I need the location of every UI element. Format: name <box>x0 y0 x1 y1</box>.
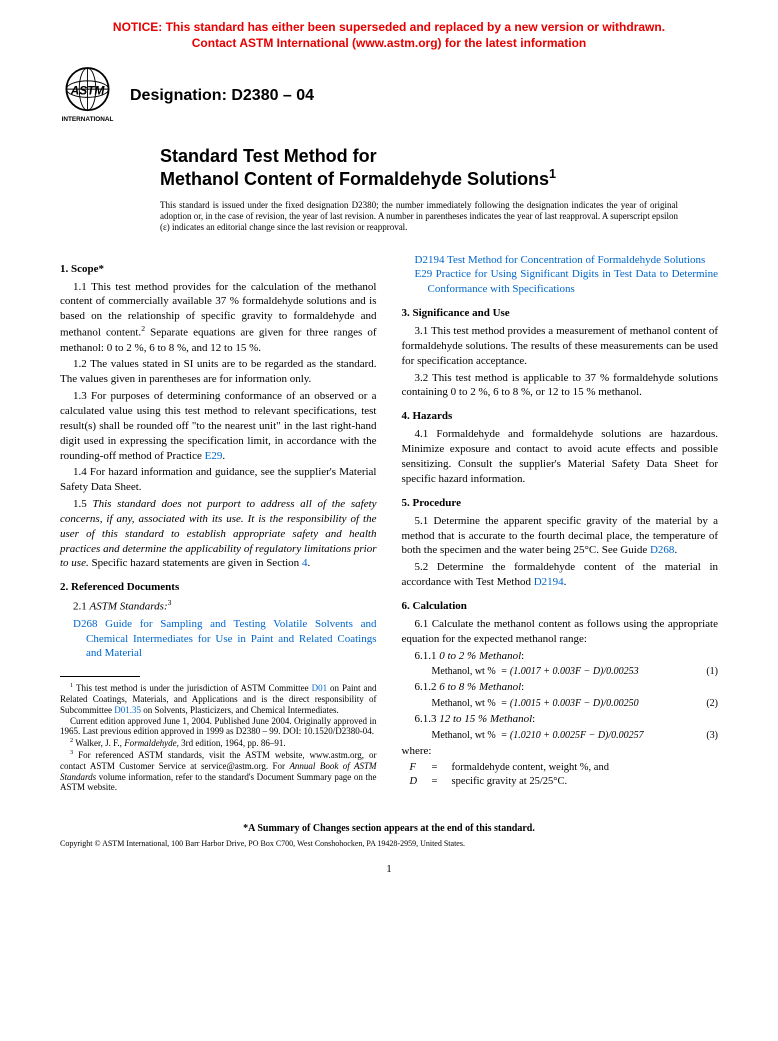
para-6-1: 6.1 Calculate the methanol content as fo… <box>402 617 719 647</box>
designation-label: Designation: D2380 – 04 <box>130 87 314 105</box>
astm-logo: ASTM INTERNATIONAL <box>60 66 115 126</box>
link-d01[interactable]: D01 <box>312 683 328 693</box>
two-column-body: 1. Scope* 1.1 This test method provides … <box>60 253 718 794</box>
link-e29[interactable]: E29 <box>205 450 223 462</box>
para-6-1-1: 6.1.1 0 to 2 % Methanol: <box>415 649 719 664</box>
section-1-head: 1. Scope* <box>60 263 377 275</box>
section-4-head: 4. Hazards <box>402 410 719 422</box>
where-D: D = specific gravity at 25/25°C. <box>410 775 719 789</box>
link-d268[interactable]: D268 <box>650 544 674 556</box>
title-block: Standard Test Method for Methanol Conten… <box>160 146 718 190</box>
svg-text:INTERNATIONAL: INTERNATIONAL <box>62 116 114 123</box>
left-column: 1. Scope* 1.1 This test method provides … <box>60 253 377 794</box>
designation-row: Designation: D2380 – 04 <box>130 87 314 105</box>
where-label: where: <box>402 744 719 759</box>
eq-num-2: (2) <box>706 698 718 709</box>
issuance-note: This standard is issued under the fixed … <box>160 200 718 232</box>
para-5-2: 5.2 Determine the formaldehyde content o… <box>402 560 719 590</box>
notice-line2: Contact ASTM International (www.astm.org… <box>192 36 586 50</box>
summary-of-changes-note: *A Summary of Changes section appears at… <box>60 823 718 834</box>
section-3-head: 3. Significance and Use <box>402 307 719 319</box>
equation-1: Methanol, wt % = (1.0017 + 0.003F − D)/0… <box>432 666 719 677</box>
title-line1: Standard Test Method for <box>160 146 718 167</box>
para-1-4: 1.4 For hazard information and guidance,… <box>60 465 377 495</box>
para-6-1-2: 6.1.2 6 to 8 % Methanol: <box>415 680 719 695</box>
title-sup: 1 <box>549 167 556 181</box>
ref-d268[interactable]: D268 Guide for Sampling and Testing Vola… <box>73 617 377 662</box>
para-1-1: 1.1 This test method provides for the ca… <box>60 280 377 356</box>
right-column: D2194 Test Method for Concentration of F… <box>402 253 719 794</box>
para-1-3: 1.3 For purposes of determining conforma… <box>60 389 377 463</box>
header-row: ASTM INTERNATIONAL Designation: D2380 – … <box>60 66 718 126</box>
footnote-3: 3 For referenced ASTM standards, visit t… <box>60 749 377 793</box>
equation-3: Methanol, wt % = (1.0210 + 0.0025F − D)/… <box>432 730 719 741</box>
para-2-1: 2.1 ASTM Standards:3 <box>60 598 377 615</box>
title-line2: Methanol Content of Formaldehyde Solutio… <box>160 167 718 190</box>
copyright-line: Copyright © ASTM International, 100 Barr… <box>60 839 718 848</box>
section-6-head: 6. Calculation <box>402 600 719 612</box>
para-3-2: 3.2 This test method is applicable to 37… <box>402 371 719 401</box>
eq-num-1: (1) <box>706 666 718 677</box>
document-page: NOTICE: This standard has either been su… <box>0 0 778 895</box>
footnote-separator <box>60 676 140 677</box>
svg-text:ASTM: ASTM <box>70 84 106 98</box>
footnote-1b: Current edition approved June 1, 2004. P… <box>60 716 377 738</box>
footnote-1: 1 This test method is under the jurisdic… <box>60 682 377 715</box>
equation-2: Methanol, wt % = (1.0015 + 0.003F − D)/0… <box>432 698 719 709</box>
ref-e29[interactable]: E29 Practice for Using Significant Digit… <box>415 267 719 297</box>
where-F: F = formaldehyde content, weight %, and <box>410 761 719 775</box>
page-number: 1 <box>60 863 718 875</box>
para-6-1-3: 6.1.3 12 to 15 % Methanol: <box>415 712 719 727</box>
section-2-head: 2. Referenced Documents <box>60 581 377 593</box>
link-d2194[interactable]: D2194 <box>534 576 564 588</box>
ref-d2194[interactable]: D2194 Test Method for Concentration of F… <box>415 253 719 268</box>
para-1-5: 1.5 This standard does not purport to ad… <box>60 497 377 571</box>
footnote-2: 2 Walker, J. F., Formaldehyde, 3rd editi… <box>60 737 377 749</box>
para-1-2: 1.2 The values stated in SI units are to… <box>60 357 377 387</box>
notice-line1: NOTICE: This standard has either been su… <box>113 20 665 34</box>
section-5-head: 5. Procedure <box>402 497 719 509</box>
para-3-1: 3.1 This test method provides a measurem… <box>402 324 719 369</box>
eq-num-3: (3) <box>706 730 718 741</box>
notice-banner: NOTICE: This standard has either been su… <box>60 20 718 51</box>
para-4-1: 4.1 Formaldehyde and formaldehyde soluti… <box>402 427 719 486</box>
para-5-1: 5.1 Determine the apparent specific grav… <box>402 514 719 559</box>
link-d0135[interactable]: D01.35 <box>114 705 141 715</box>
